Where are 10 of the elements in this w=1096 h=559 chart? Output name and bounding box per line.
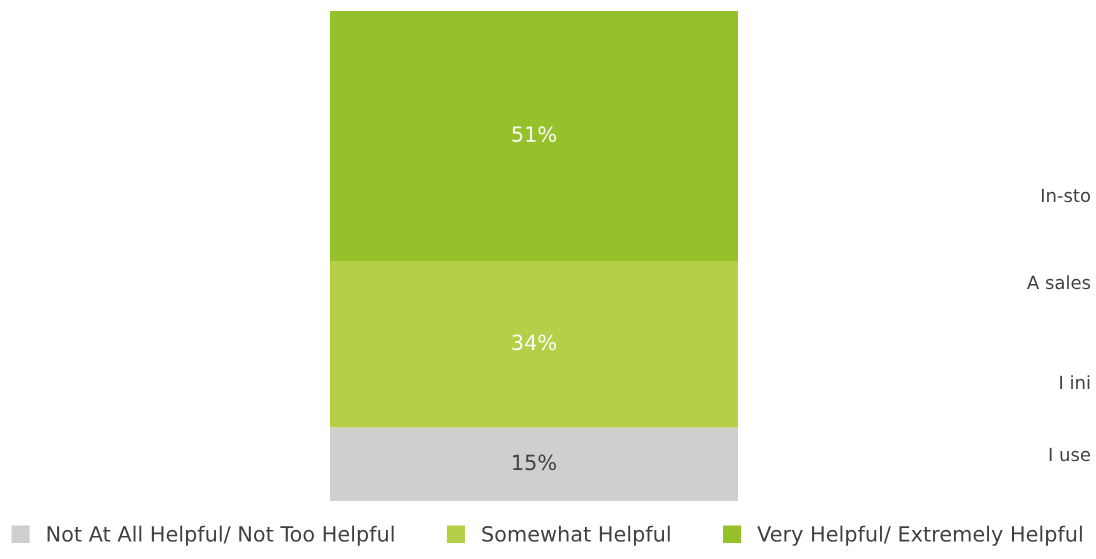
data-label: 51% (512, 126, 556, 142)
data-label: 15% (513, 454, 556, 471)
text: I use (1049, 447, 1091, 462)
legend-label: Very Helpful/ Extremely Helpful (757, 525, 1082, 546)
legend-label: Not At All Helpful/ Not Too Helpful (47, 525, 394, 546)
legend-label: Somewhat Helpful (482, 525, 670, 546)
text: In-sto (1041, 188, 1091, 203)
text: A sales (1027, 275, 1091, 290)
text: I ini (1060, 375, 1090, 389)
data-label: 34% (512, 334, 556, 351)
